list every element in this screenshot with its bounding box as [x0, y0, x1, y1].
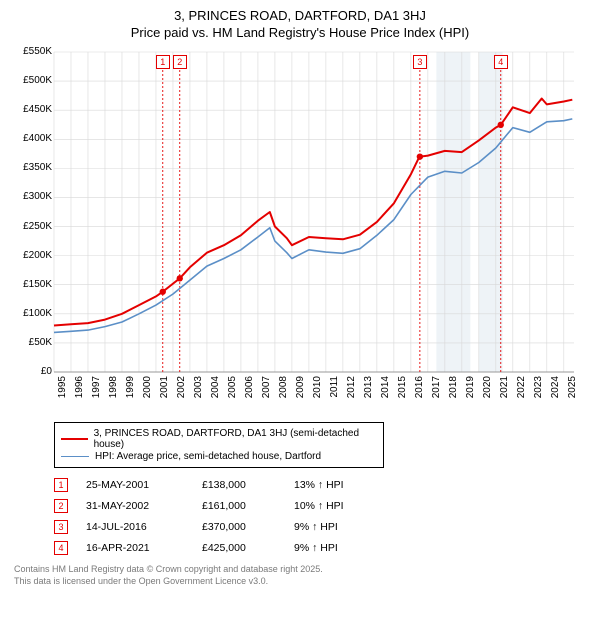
footer-attribution: Contains HM Land Registry data © Crown c… [14, 563, 590, 587]
x-tick-label: 2003 [193, 376, 204, 404]
chart-container: { "titles": { "main": "3, PRINCES ROAD, … [0, 0, 600, 593]
x-tick-label: 2007 [261, 376, 272, 404]
x-tick-label: 2019 [465, 376, 476, 404]
y-axis-labels: £0£50K£100K£150K£200K£250K£300K£350K£400… [10, 46, 54, 416]
chart-title-main: 3, PRINCES ROAD, DARTFORD, DA1 3HJ [10, 8, 590, 23]
legend-swatch [61, 456, 89, 457]
event-date: 16-APR-2021 [86, 542, 202, 554]
event-diff: 9% ↑ HPI [294, 542, 384, 554]
x-tick-label: 2021 [499, 376, 510, 404]
y-tick-label: £300K [10, 191, 52, 202]
event-date: 31-MAY-2002 [86, 500, 202, 512]
x-tick-label: 2025 [567, 376, 578, 404]
event-number-box: 2 [54, 499, 68, 513]
event-row: 2 31-MAY-2002£161,00010% ↑ HPI [54, 499, 590, 513]
event-date: 25-MAY-2001 [86, 479, 202, 491]
x-tick-label: 2006 [244, 376, 255, 404]
event-row: 3 14-JUL-2016£370,0009% ↑ HPI [54, 520, 590, 534]
y-tick-label: £350K [10, 162, 52, 173]
event-price: £161,000 [202, 500, 294, 512]
x-tick-label: 2011 [329, 376, 340, 404]
x-tick-label: 2010 [312, 376, 323, 404]
x-tick-label: 2023 [533, 376, 544, 404]
event-number-box: 1 [54, 478, 68, 492]
y-tick-label: £100K [10, 308, 52, 319]
x-tick-label: 1996 [74, 376, 85, 404]
y-tick-label: £50K [10, 337, 52, 348]
footer-line-1: Contains HM Land Registry data © Crown c… [14, 563, 590, 575]
y-tick-label: £200K [10, 250, 52, 261]
legend-box: 3, PRINCES ROAD, DARTFORD, DA1 3HJ (semi… [54, 422, 384, 468]
footer-line-2: This data is licensed under the Open Gov… [14, 575, 590, 587]
x-tick-label: 2013 [363, 376, 374, 404]
event-marker-3: 3 [413, 55, 427, 69]
event-marker-4: 4 [494, 55, 508, 69]
event-row: 4 16-APR-2021£425,0009% ↑ HPI [54, 541, 590, 555]
event-row: 1 25-MAY-2001£138,00013% ↑ HPI [54, 478, 590, 492]
legend-row: 3, PRINCES ROAD, DARTFORD, DA1 3HJ (semi… [61, 428, 377, 450]
x-tick-label: 2012 [346, 376, 357, 404]
chart-svg [10, 46, 590, 416]
x-tick-label: 2000 [142, 376, 153, 404]
y-tick-label: £150K [10, 279, 52, 290]
event-number-box: 4 [54, 541, 68, 555]
x-tick-label: 1995 [57, 376, 68, 404]
x-tick-label: 2016 [414, 376, 425, 404]
event-price: £138,000 [202, 479, 294, 491]
x-axis-labels: 1995 1996 1997 1998 1999 2000 2001 2002 2003 2004… [10, 376, 590, 410]
event-number-box: 3 [54, 520, 68, 534]
y-tick-label: £450K [10, 104, 52, 115]
event-marker-2: 2 [173, 55, 187, 69]
event-marker-1: 1 [156, 55, 170, 69]
x-tick-label: 2024 [550, 376, 561, 404]
event-price: £370,000 [202, 521, 294, 533]
chart-area: £0£50K£100K£150K£200K£250K£300K£350K£400… [10, 46, 590, 416]
chart-titles: 3, PRINCES ROAD, DARTFORD, DA1 3HJ Price… [10, 8, 590, 40]
event-price: £425,000 [202, 542, 294, 554]
event-diff: 10% ↑ HPI [294, 500, 384, 512]
event-date: 14-JUL-2016 [86, 521, 202, 533]
x-tick-label: 2022 [516, 376, 527, 404]
events-table: 1 25-MAY-2001£138,00013% ↑ HPI 2 31-MAY-200… [54, 478, 590, 555]
x-tick-label: 2001 [159, 376, 170, 404]
legend-swatch [61, 438, 88, 440]
y-tick-label: £250K [10, 221, 52, 232]
event-diff: 13% ↑ HPI [294, 479, 384, 491]
y-tick-label: £400K [10, 133, 52, 144]
x-tick-label: 2020 [482, 376, 493, 404]
x-tick-label: 2015 [397, 376, 408, 404]
y-tick-label: £550K [10, 46, 52, 57]
x-tick-label: 1997 [91, 376, 102, 404]
x-tick-label: 2017 [431, 376, 442, 404]
y-tick-label: £500K [10, 75, 52, 86]
legend-row: HPI: Average price, semi-detached house,… [61, 451, 377, 462]
x-tick-label: 2018 [448, 376, 459, 404]
legend-label: HPI: Average price, semi-detached house,… [95, 451, 321, 462]
x-tick-label: 2005 [227, 376, 238, 404]
x-tick-label: 1999 [125, 376, 136, 404]
event-diff: 9% ↑ HPI [294, 521, 384, 533]
x-tick-label: 2009 [295, 376, 306, 404]
x-tick-label: 2008 [278, 376, 289, 404]
x-tick-label: 2004 [210, 376, 221, 404]
x-tick-label: 1998 [108, 376, 119, 404]
legend-label: 3, PRINCES ROAD, DARTFORD, DA1 3HJ (semi… [94, 428, 377, 450]
x-tick-label: 2014 [380, 376, 391, 404]
x-tick-label: 2002 [176, 376, 187, 404]
chart-title-sub: Price paid vs. HM Land Registry's House … [10, 25, 590, 40]
